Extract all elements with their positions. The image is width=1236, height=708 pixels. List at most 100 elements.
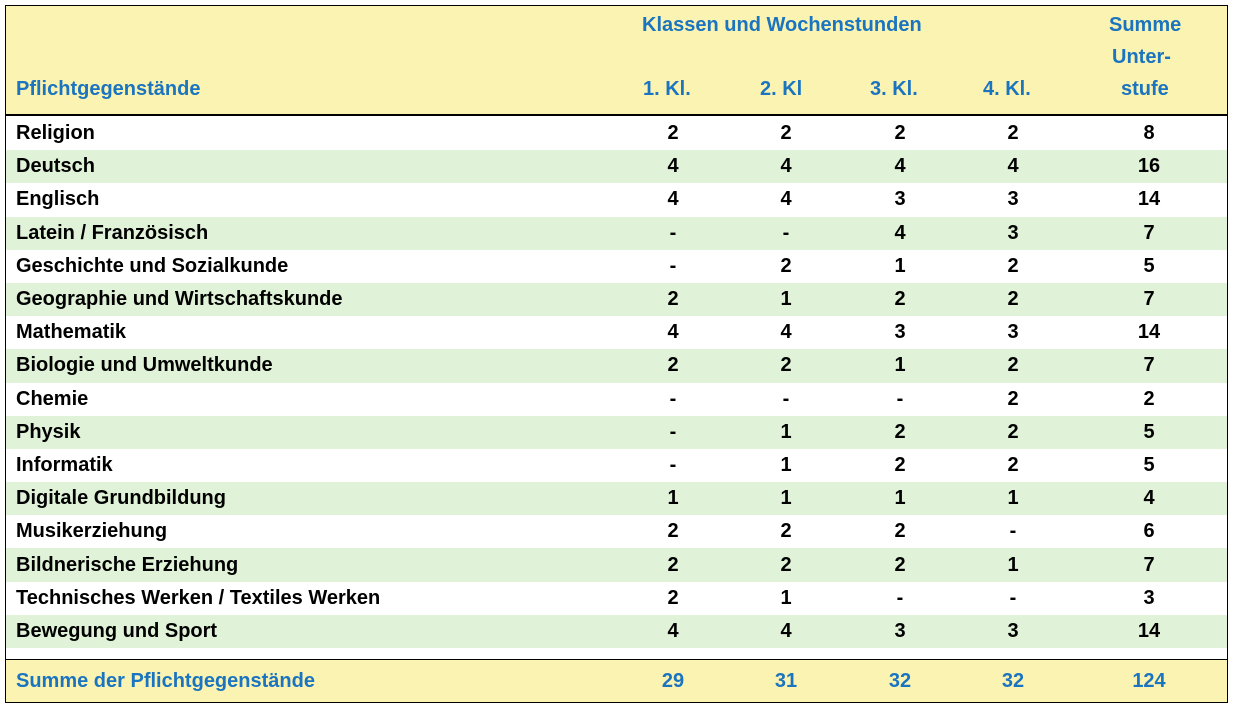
table-row: Bewegung und Sport 4 4 3 3 14 xyxy=(6,614,1227,648)
hours-cell-3: 1 xyxy=(894,354,906,377)
hours-cell-2: - xyxy=(782,387,790,410)
sum-cell: 7 xyxy=(1143,288,1155,311)
column-header-4: 4. Kl. xyxy=(983,78,1031,100)
sum-cell: 5 xyxy=(1143,420,1155,443)
hours-cell-1: - xyxy=(669,420,677,443)
hours-cell-1: 4 xyxy=(667,619,679,642)
subject-cell: Digitale Grundbildung xyxy=(16,487,226,510)
hours-cell-4: 3 xyxy=(1007,321,1019,344)
table-row: Physik - 1 2 2 5 xyxy=(6,415,1227,449)
hours-cell-3: 4 xyxy=(894,221,906,244)
table-row: Latein / Französisch - - 4 3 7 xyxy=(6,216,1227,250)
sum-cell: 6 xyxy=(1143,520,1155,543)
subject-cell: Geographie und Wirtschaftskunde xyxy=(16,288,343,311)
table-row: Bildnerische Erziehung 2 2 2 1 7 xyxy=(6,548,1227,582)
hours-cell-1: 2 xyxy=(667,520,679,543)
hours-cell-2: 1 xyxy=(780,487,792,510)
sum-cell: 8 xyxy=(1143,122,1155,145)
subject-cell: Englisch xyxy=(16,188,100,211)
hours-cell-2: 4 xyxy=(780,321,792,344)
group-title: Klassen und Wochenstunden xyxy=(642,14,922,36)
hours-cell-3: - xyxy=(896,387,904,410)
hours-cell-2: 2 xyxy=(780,122,792,145)
hours-cell-4: 3 xyxy=(1007,188,1019,211)
sum-header-line-1: Summe xyxy=(1109,14,1182,36)
subject-cell: Mathematik xyxy=(16,321,127,344)
hours-cell-2: 4 xyxy=(780,155,792,178)
table-row: Chemie - - - 2 2 xyxy=(6,383,1227,416)
hours-cell-4: 2 xyxy=(1007,420,1019,443)
subject-cell: Biologie und Umweltkunde xyxy=(16,354,273,377)
subject-column-header: Pflichtgegenstände xyxy=(16,78,201,100)
curriculum-table: Klassen und Wochenstunden Pflichtgegenst… xyxy=(5,5,1228,703)
subject-cell: Geschichte und Sozialkunde xyxy=(16,254,289,277)
hours-cell-2: 1 xyxy=(780,453,792,476)
subject-cell: Chemie xyxy=(16,387,89,410)
hours-cell-1: - xyxy=(669,387,677,410)
hours-cell-4: 2 xyxy=(1007,354,1019,377)
table-row: Technisches Werken / Textiles Werken 2 1 - -… xyxy=(6,582,1227,615)
subject-cell: Religion xyxy=(16,122,95,145)
hours-cell-3: 2 xyxy=(894,553,906,576)
footer-value-1: 29 xyxy=(661,669,685,692)
hours-cell-4: 2 xyxy=(1007,453,1019,476)
hours-cell-1: 4 xyxy=(667,155,679,178)
subject-cell: Musikerziehung xyxy=(16,520,168,543)
hours-cell-3: 4 xyxy=(894,155,906,178)
hours-cell-1: 2 xyxy=(667,288,679,311)
hours-cell-4: 3 xyxy=(1007,221,1019,244)
hours-cell-3: 2 xyxy=(894,520,906,543)
sum-cell: 14 xyxy=(1137,619,1161,642)
sum-cell: 7 xyxy=(1143,553,1155,576)
hours-cell-4: 1 xyxy=(1007,487,1019,510)
hours-cell-4: 1 xyxy=(1007,553,1019,576)
column-header-2: 2. Kl xyxy=(760,78,803,100)
hours-cell-2: 2 xyxy=(780,553,792,576)
sum-cell: 5 xyxy=(1143,254,1155,277)
hours-cell-4: 2 xyxy=(1007,122,1019,145)
sum-cell: 5 xyxy=(1143,453,1155,476)
hours-cell-4: - xyxy=(1009,586,1017,609)
table-row: Digitale Grundbildung 1 1 1 1 4 xyxy=(6,482,1227,516)
sum-cell: 14 xyxy=(1137,321,1161,344)
hours-cell-3: 3 xyxy=(894,321,906,344)
sum-cell: 4 xyxy=(1143,487,1155,510)
hours-cell-1: 2 xyxy=(667,354,679,377)
table-body: Religion 2 2 2 2 8 Deutsch 4 4 4 4 16 Englisch 4 4 3 3 14… xyxy=(6,117,1227,648)
table-row: Musikerziehung 2 2 2 - 6 xyxy=(6,515,1227,548)
table-row: Englisch 4 4 3 3 14 xyxy=(6,183,1227,216)
hours-cell-2: 4 xyxy=(780,619,792,642)
hours-cell-3: 2 xyxy=(894,122,906,145)
hours-cell-3: 2 xyxy=(894,420,906,443)
hours-cell-1: - xyxy=(669,221,677,244)
footer-value-3: 32 xyxy=(888,669,912,692)
hours-cell-2: 2 xyxy=(780,520,792,543)
table-row: Informatik - 1 2 2 5 xyxy=(6,449,1227,482)
hours-cell-3: 3 xyxy=(894,619,906,642)
footer-value-2: 31 xyxy=(774,669,798,692)
subject-cell: Technisches Werken / Textiles Werken xyxy=(16,586,381,609)
hours-cell-1: - xyxy=(669,254,677,277)
sum-cell: 16 xyxy=(1137,155,1161,178)
hours-cell-3: 1 xyxy=(894,487,906,510)
sum-header-line-3: stufe xyxy=(1121,78,1169,100)
hours-cell-1: 1 xyxy=(667,487,679,510)
subject-cell: Latein / Französisch xyxy=(16,221,209,244)
hours-cell-4: 3 xyxy=(1007,619,1019,642)
hours-cell-4: 2 xyxy=(1007,288,1019,311)
sum-cell: 2 xyxy=(1143,387,1155,410)
table-row: Religion 2 2 2 2 8 xyxy=(6,117,1227,150)
hours-cell-1: - xyxy=(669,453,677,476)
table-row: Geographie und Wirtschaftskunde 2 1 2 2 7 xyxy=(6,282,1227,317)
sum-cell: 7 xyxy=(1143,221,1155,244)
hours-cell-4: 4 xyxy=(1007,155,1019,178)
table-header: Klassen und Wochenstunden Pflichtgegenst… xyxy=(6,6,1227,116)
subject-cell: Physik xyxy=(16,420,81,443)
sum-cell: 7 xyxy=(1143,354,1155,377)
hours-cell-4: 2 xyxy=(1007,387,1019,410)
hours-cell-4: - xyxy=(1009,520,1017,543)
footer-label: Summe der Pflichtgegenstände xyxy=(16,669,315,692)
table-footer: Summe der Pflichtgegenstände 29 31 32 32… xyxy=(6,659,1227,702)
subject-cell: Bewegung und Sport xyxy=(16,619,218,642)
sum-header-line-2: Unter- xyxy=(1112,46,1171,68)
